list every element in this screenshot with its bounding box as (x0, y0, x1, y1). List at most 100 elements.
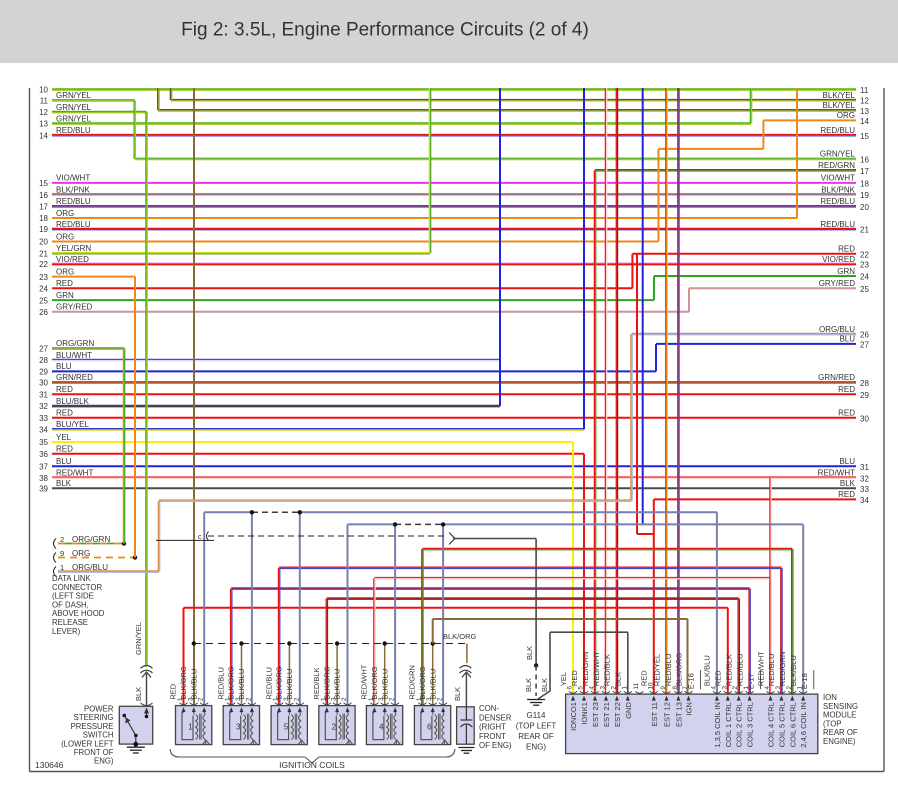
svg-text:37: 37 (39, 462, 48, 471)
svg-text:2: 2 (341, 697, 348, 701)
svg-text:BLK: BLK (840, 479, 856, 488)
svg-text:BLK/ORG: BLK/ORG (674, 653, 683, 687)
svg-text:15: 15 (860, 132, 869, 141)
svg-text:BLK/ORG: BLK/ORG (227, 666, 236, 700)
svg-text:VIO/RED: VIO/RED (56, 255, 89, 264)
svg-text:27: 27 (39, 345, 48, 354)
svg-text:RED: RED (169, 683, 178, 699)
svg-text:BLK/ORG: BLK/ORG (322, 666, 331, 700)
svg-text:COIL 2 CTRL: COIL 2 CTRL (735, 702, 744, 747)
svg-text:24: 24 (860, 273, 869, 282)
svg-text:POWER: POWER (84, 705, 114, 714)
svg-text:COIL 3 CTRL: COIL 3 CTRL (746, 702, 755, 747)
svg-text:RED/BLU: RED/BLU (216, 667, 225, 700)
svg-text:4: 4 (589, 686, 596, 690)
svg-text:BLK/ORG: BLK/ORG (275, 666, 284, 700)
svg-text:IONCO1: IONCO1 (569, 702, 578, 731)
svg-text:RED/BLU: RED/BLU (735, 654, 744, 687)
svg-text:1: 1 (188, 723, 193, 732)
svg-text:4: 4 (710, 686, 717, 690)
svg-text:30: 30 (860, 414, 869, 423)
svg-text:1: 1 (621, 686, 628, 690)
svg-text:11: 11 (860, 86, 869, 95)
svg-text:RED/GRN: RED/GRN (778, 652, 787, 687)
svg-text:COIL 5 CTRL: COIL 5 CTRL (777, 702, 786, 747)
svg-text:RED: RED (570, 670, 579, 686)
svg-text:EST 21: EST 21 (602, 702, 611, 727)
svg-text:RED: RED (640, 670, 649, 686)
svg-text:GRN: GRN (837, 267, 855, 276)
svg-text:32: 32 (39, 402, 48, 411)
svg-text:BLU/YEL: BLU/YEL (56, 420, 89, 429)
svg-text:16: 16 (39, 191, 48, 200)
svg-text:25: 25 (860, 285, 869, 294)
svg-text:BLU: BLU (56, 362, 72, 371)
svg-text:1: 1 (60, 563, 64, 572)
svg-text:YEL: YEL (56, 433, 72, 442)
svg-text:RED/BLK: RED/BLK (312, 667, 321, 699)
svg-text:19: 19 (39, 225, 48, 234)
svg-text:RED/BLU: RED/BLU (820, 220, 855, 229)
svg-text:ION: ION (823, 693, 837, 702)
svg-text:23: 23 (860, 261, 869, 270)
svg-text:3: 3 (283, 697, 290, 701)
svg-text:130646: 130646 (35, 760, 64, 770)
svg-text:2: 2 (389, 697, 396, 701)
svg-text:31: 31 (860, 463, 869, 472)
svg-text:RED/WHT: RED/WHT (592, 651, 601, 686)
svg-text:16: 16 (860, 156, 869, 165)
svg-text:2: 2 (786, 686, 793, 690)
svg-text:18: 18 (39, 214, 48, 223)
svg-text:E-18: E-18 (800, 673, 809, 689)
svg-text:20: 20 (39, 238, 48, 247)
svg-text:BLU: BLU (56, 457, 72, 466)
svg-text:GRY/RED: GRY/RED (819, 279, 856, 288)
svg-text:27: 27 (860, 341, 869, 350)
svg-text:RED: RED (56, 279, 73, 288)
svg-text:15: 15 (39, 179, 48, 188)
svg-text:FRONT OF: FRONT OF (74, 748, 114, 757)
svg-text:1: 1 (177, 697, 184, 701)
svg-text:MODULE: MODULE (823, 711, 856, 720)
svg-text:1: 1 (273, 697, 280, 701)
svg-text:IONK1: IONK1 (580, 702, 589, 725)
svg-text:YEL: YEL (559, 672, 568, 686)
svg-text:EST 12: EST 12 (663, 702, 672, 727)
svg-text:6: 6 (427, 723, 432, 732)
svg-text:11: 11 (633, 682, 640, 689)
svg-text:BLK/PNK: BLK/PNK (821, 185, 855, 194)
svg-text:RED/BLU: RED/BLU (56, 126, 91, 135)
svg-text:2: 2 (198, 697, 205, 701)
svg-text:OF ENG): OF ENG) (479, 741, 512, 750)
svg-text:CONNECTOR: CONNECTOR (52, 583, 102, 592)
svg-text:BLK: BLK (524, 678, 533, 692)
svg-text:17: 17 (39, 203, 48, 212)
svg-text:ENGINE): ENGINE) (823, 737, 856, 746)
svg-text:35: 35 (39, 438, 48, 447)
svg-text:OF DASH,: OF DASH, (52, 600, 89, 609)
svg-text:GRN: GRN (56, 291, 74, 300)
svg-text:ORG/GRN: ORG/GRN (72, 535, 110, 544)
svg-text:RED: RED (56, 385, 73, 394)
svg-text:RED/WHT: RED/WHT (56, 469, 93, 478)
svg-text:6: 6 (567, 686, 574, 690)
svg-text:2,4,6 COIL IN: 2,4,6 COIL IN (799, 702, 808, 748)
svg-text:ENG): ENG) (94, 757, 114, 766)
svg-text:12: 12 (39, 108, 48, 117)
svg-text:(TOP: (TOP (823, 719, 841, 728)
svg-text:SENSING: SENSING (823, 702, 858, 711)
svg-text:4: 4 (764, 686, 771, 690)
svg-text:ORG: ORG (56, 209, 74, 218)
svg-text:BLK/BLU: BLK/BLU (285, 669, 294, 700)
svg-text:FRONT: FRONT (479, 732, 506, 741)
svg-text:18: 18 (860, 180, 869, 189)
svg-text:RED/YEL: RED/YEL (652, 654, 661, 686)
svg-text:GRN/YEL: GRN/YEL (56, 91, 92, 100)
svg-text:ORG/BLU: ORG/BLU (72, 563, 108, 572)
svg-text:1,3,5 COIL IN: 1,3,5 COIL IN (713, 702, 722, 748)
svg-text:GRN/RED: GRN/RED (56, 373, 93, 382)
svg-text:RED: RED (714, 670, 723, 686)
svg-text:22: 22 (860, 250, 869, 259)
svg-text:ORG: ORG (56, 267, 74, 276)
svg-text:REAR OF: REAR OF (823, 728, 858, 737)
